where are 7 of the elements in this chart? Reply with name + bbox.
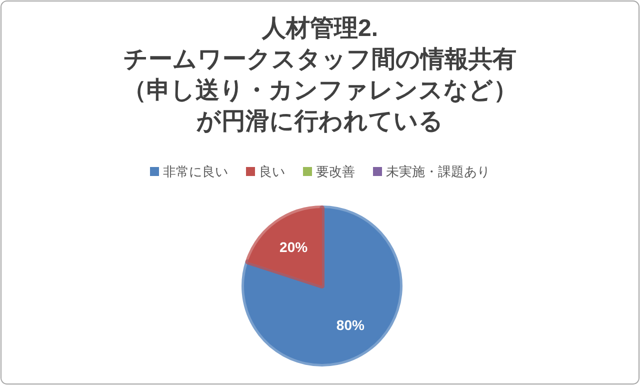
data-label: 80% [336,317,365,334]
legend-label: 要改善 [316,164,355,179]
legend-label: 非常に良い [163,164,228,179]
legend-label: 良い [259,164,285,179]
legend-label: 未実施・課題あり [386,164,490,179]
data-label: 20% [280,238,308,255]
chart-title: 人材管理2. チームワークスタッフ間の情報共有（申し送り・カンファレンスなど）が円滑に行われている [122,15,518,135]
